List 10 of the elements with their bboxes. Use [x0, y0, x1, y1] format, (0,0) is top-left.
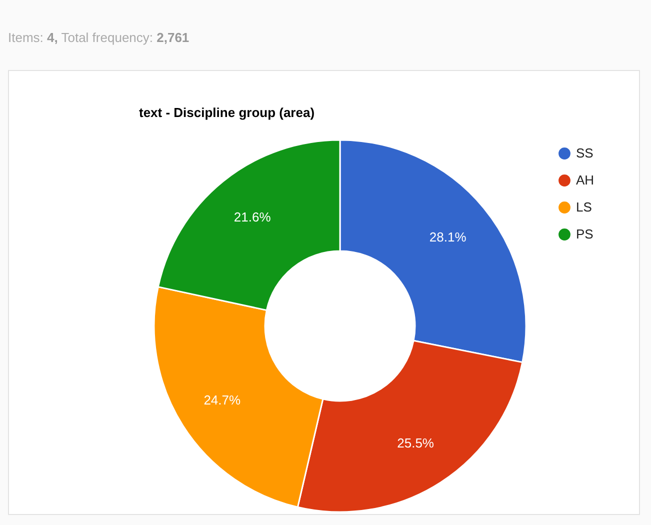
data-label: 25.5%: [397, 435, 434, 450]
legend-label: SS: [576, 146, 594, 160]
chart-title: text - Discipline group (area): [139, 105, 315, 120]
text: Items: 4, Total frequency: 2,761: [8, 30, 190, 45]
data-label: 21.6%: [234, 209, 272, 224]
legend-label: PS: [576, 226, 594, 242]
legend-label: LS: [576, 200, 592, 214]
data-label: 24.7%: [204, 392, 242, 408]
data-label: 28.1%: [429, 230, 467, 245]
legend-label: AH: [576, 172, 594, 188]
